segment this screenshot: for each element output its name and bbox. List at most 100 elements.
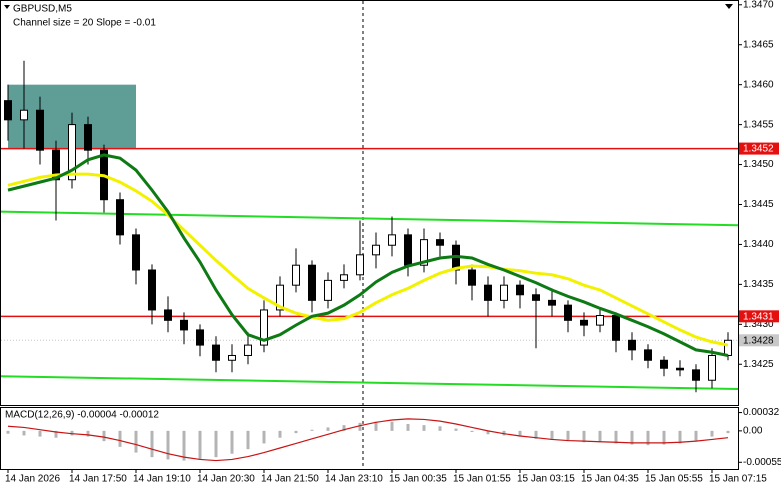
x-tick-label: 15 Jan 01:55 bbox=[453, 474, 511, 485]
candle-body bbox=[484, 284, 492, 301]
price-label: 1.3452 bbox=[743, 144, 774, 155]
candle-body bbox=[292, 264, 300, 286]
y-tick-label: 1.3440 bbox=[743, 239, 774, 250]
macd-bar bbox=[102, 430, 106, 442]
candle-body bbox=[68, 124, 76, 181]
macd-bar bbox=[550, 430, 554, 440]
x-tick-label: 14 Jan 20:30 bbox=[197, 474, 255, 485]
candle-body bbox=[708, 354, 716, 381]
candle-body bbox=[340, 274, 348, 281]
macd-bar bbox=[22, 430, 26, 436]
price-label: 1.3431 bbox=[743, 311, 774, 322]
macd-bar bbox=[294, 430, 298, 434]
macd-bar bbox=[662, 430, 666, 445]
price-label-box bbox=[739, 310, 779, 323]
macd-bar bbox=[246, 430, 250, 450]
candle-body bbox=[692, 369, 700, 381]
candle-body bbox=[84, 124, 92, 151]
macd-bar bbox=[342, 425, 346, 431]
macd-bar bbox=[646, 430, 650, 446]
candle-body bbox=[724, 339, 732, 356]
candle-body bbox=[36, 109, 44, 151]
moving-average bbox=[7, 153, 729, 357]
macd-bar bbox=[374, 421, 378, 431]
x-tick-label: 14 Jan 23:10 bbox=[325, 474, 383, 485]
candle-body bbox=[116, 199, 124, 236]
macd-bar bbox=[278, 430, 282, 438]
price-panel bbox=[0, 0, 739, 406]
candle-body bbox=[244, 344, 252, 356]
candle-body bbox=[196, 329, 204, 346]
chart-subtitle: Channel size = 20 Slope = -0.01 bbox=[13, 18, 156, 29]
macd-bar bbox=[150, 430, 154, 458]
candle-body bbox=[148, 269, 156, 311]
candle-body bbox=[356, 254, 364, 276]
macd-bar bbox=[86, 430, 90, 437]
candle-body bbox=[20, 109, 28, 121]
macd-bar bbox=[134, 430, 138, 453]
panel-menu-icon bbox=[725, 4, 733, 9]
candle-body bbox=[180, 319, 188, 331]
y-tick-label: 0.00 bbox=[743, 425, 763, 436]
macd-bar bbox=[38, 430, 42, 437]
candle-body bbox=[4, 100, 12, 121]
macd-bar bbox=[582, 430, 586, 443]
x-tick-label: 15 Jan 07:15 bbox=[709, 474, 767, 485]
y-tick-label: 1.3465 bbox=[743, 39, 774, 50]
candle-body bbox=[308, 264, 316, 301]
candle-body bbox=[52, 149, 60, 181]
macd-bar bbox=[390, 421, 394, 431]
x-tick-label: 15 Jan 05:55 bbox=[645, 474, 703, 485]
y-tick-label: 1.3445 bbox=[743, 199, 774, 210]
x-tick-label: 15 Jan 03:15 bbox=[517, 474, 575, 485]
candle-body bbox=[596, 315, 604, 326]
candle-body bbox=[660, 359, 668, 369]
macd-bar bbox=[470, 430, 474, 432]
y-tick-label: 1.3425 bbox=[743, 359, 774, 370]
y-tick-label: 1.3450 bbox=[743, 159, 774, 170]
x-tick-label: 14 Jan 2026 bbox=[5, 474, 60, 485]
macd-bar bbox=[438, 426, 442, 431]
x-tick-label: 14 Jan 19:10 bbox=[133, 474, 191, 485]
macd-bar bbox=[694, 430, 698, 442]
candle-body bbox=[404, 234, 412, 266]
macd-bar bbox=[118, 430, 122, 447]
candle-body bbox=[468, 269, 476, 286]
candle-body bbox=[212, 344, 220, 361]
price-label-box bbox=[739, 334, 779, 347]
candle-body bbox=[516, 284, 524, 296]
macd-bar bbox=[598, 430, 602, 443]
candle-body bbox=[276, 284, 284, 311]
macd-bar bbox=[54, 430, 58, 438]
candle-body bbox=[260, 309, 268, 346]
macd-bar bbox=[422, 425, 426, 431]
y-tick-label: 1.3430 bbox=[743, 319, 774, 330]
macd-bar bbox=[214, 430, 218, 458]
x-tick-label: 14 Jan 17:50 bbox=[69, 474, 127, 485]
candle-body bbox=[612, 315, 620, 341]
macd-bar bbox=[198, 430, 202, 460]
macd-bar bbox=[262, 430, 266, 444]
candle-body bbox=[132, 234, 140, 271]
x-tick-label: 15 Jan 00:35 bbox=[389, 474, 447, 485]
y-tick-label: 0.00032 bbox=[743, 407, 780, 418]
candle-body bbox=[644, 349, 652, 361]
macd-bar bbox=[6, 430, 10, 434]
macd-bar bbox=[326, 427, 330, 431]
macd-bar bbox=[630, 430, 634, 445]
macd-bar bbox=[230, 430, 234, 454]
moving-average bbox=[7, 172, 729, 347]
x-tick-label: 15 Jan 04:35 bbox=[581, 474, 639, 485]
y-tick-label: 1.3470 bbox=[743, 0, 774, 10]
y-tick-label: 1.3435 bbox=[743, 279, 774, 290]
y-tick-label: -0.00055 bbox=[743, 457, 781, 468]
trend-line bbox=[0, 375, 739, 391]
candle-body bbox=[420, 239, 428, 266]
candle-body bbox=[324, 279, 332, 301]
macd-bar bbox=[710, 430, 714, 437]
macd-bar bbox=[518, 430, 522, 437]
macd-bar bbox=[566, 430, 570, 442]
